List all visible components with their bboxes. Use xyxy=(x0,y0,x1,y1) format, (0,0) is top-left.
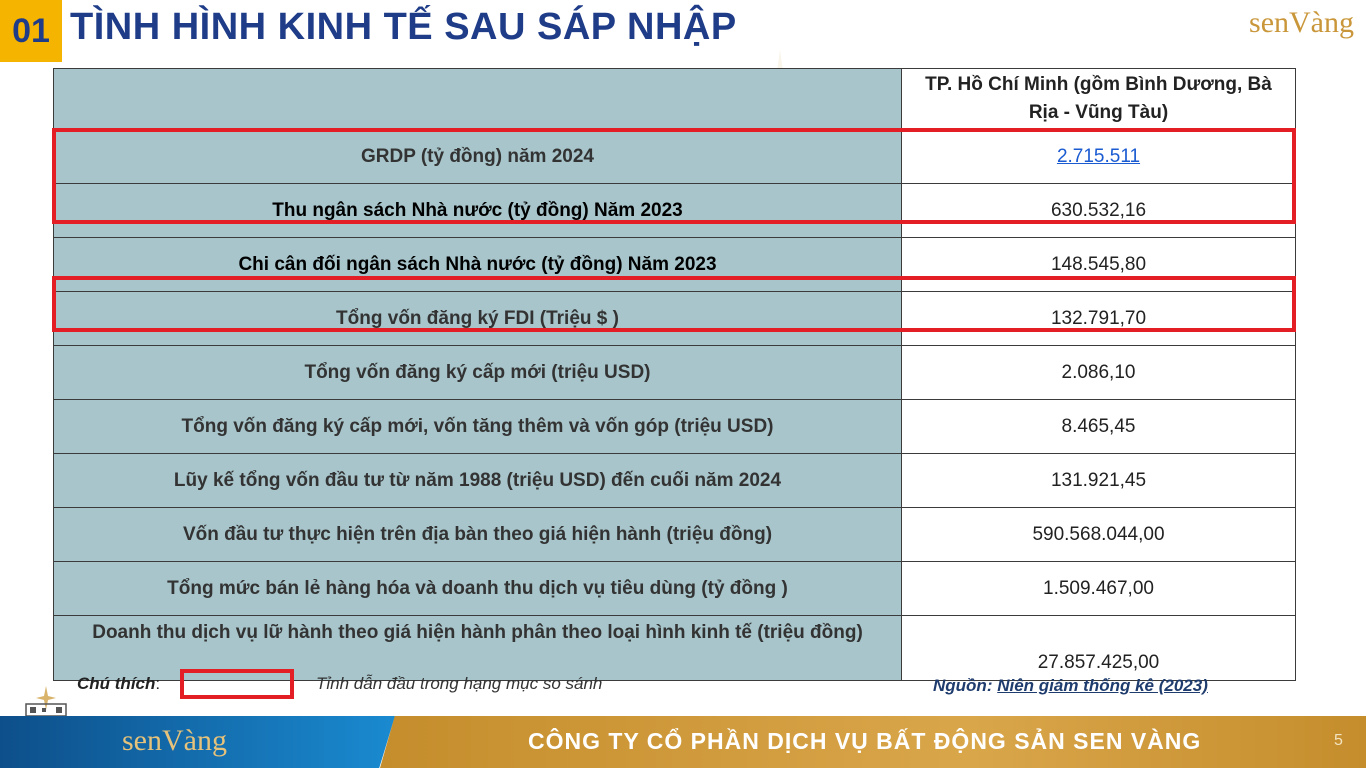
row-label: Tổng mức bán lẻ hàng hóa và doanh thu dị… xyxy=(53,561,902,616)
row-label: Lũy kế tổng vốn đầu tư từ năm 1988 (triệ… xyxy=(53,453,902,508)
page-number: 5 xyxy=(1334,732,1343,749)
table-row: Tổng mức bán lẻ hàng hóa và doanh thu dị… xyxy=(53,561,1296,616)
footer-bar: senVàng CÔNG TY CỔ PHẦN DỊCH VỤ BẤT ĐỘNG… xyxy=(0,716,1366,768)
qr-emblem-icon xyxy=(25,686,67,716)
source-prefix: Nguồn: xyxy=(933,676,993,695)
row-label: Tổng vốn đăng ký FDI (Triệu $ ) xyxy=(53,291,902,346)
company-name: CÔNG TY CỔ PHẦN DỊCH VỤ BẤT ĐỘNG SẢN SEN… xyxy=(528,728,1202,754)
footer-right-panel xyxy=(380,716,1366,768)
row-value: 590.568.044,00 xyxy=(901,507,1296,562)
table-row: Tổng vốn đăng ký FDI (Triệu $ ) 132.791,… xyxy=(53,291,1296,346)
table-row: Tổng vốn đăng ký cấp mới, vốn tăng thêm … xyxy=(53,399,1296,454)
table-header-row: TP. Hồ Chí Minh (gồm Bình Dương, Bà Rịa … xyxy=(53,68,1296,130)
table-row: Vốn đầu tư thực hiện trên địa bàn theo g… xyxy=(53,507,1296,562)
source-link[interactable]: Niên giám thống kê (2023) xyxy=(997,676,1208,695)
row-label: Chi cân đối ngân sách Nhà nước (tỷ đồng)… xyxy=(53,237,902,292)
grdp-value-link[interactable]: 2.715.511 xyxy=(1056,145,1141,167)
row-value: 8.465,45 xyxy=(901,399,1296,454)
row-value: 630.532,16 xyxy=(901,183,1296,238)
section-number-badge: 01 xyxy=(0,0,62,62)
footer-brand-logo: senVàng xyxy=(122,724,227,757)
row-value: 2.086,10 xyxy=(901,345,1296,400)
table-row: Chi cân đối ngân sách Nhà nước (tỷ đồng)… xyxy=(53,237,1296,292)
table-row: Thu ngân sách Nhà nước (tỷ đồng) Năm 202… xyxy=(53,183,1296,238)
legend-text: Tỉnh dẫn đầu trong hạng mục so sánh xyxy=(316,674,603,693)
table-row: Lũy kế tổng vốn đầu tư từ năm 1988 (triệ… xyxy=(53,453,1296,508)
economic-data-table: TP. Hồ Chí Minh (gồm Bình Dương, Bà Rịa … xyxy=(53,68,1296,681)
legend-label: Chú thích: xyxy=(77,674,161,693)
row-value: 131.921,45 xyxy=(901,453,1296,508)
row-value: 132.791,70 xyxy=(901,291,1296,346)
source-note: Nguồn: Niên giám thống kê (2023) xyxy=(933,676,1208,696)
table-row: GRDP (tỷ đồng) năm 2024 2.715.511 xyxy=(53,129,1296,184)
row-value: 27.857.425,00 xyxy=(901,615,1296,681)
row-label: Tổng vốn đăng ký cấp mới, vốn tăng thêm … xyxy=(53,399,902,454)
row-label: Vốn đầu tư thực hiện trên địa bàn theo g… xyxy=(53,507,902,562)
page-title: TÌNH HÌNH KINH TẾ SAU SÁP NHẬP xyxy=(70,6,737,48)
column-header: TP. Hồ Chí Minh (gồm Bình Dương, Bà Rịa … xyxy=(901,68,1296,130)
brand-logo: senVàng xyxy=(1249,6,1354,39)
row-value: 148.545,80 xyxy=(901,237,1296,292)
legend-highlight-swatch xyxy=(180,669,294,699)
footer-left-panel xyxy=(0,716,395,768)
row-label: GRDP (tỷ đồng) năm 2024 xyxy=(53,129,902,184)
row-label: Thu ngân sách Nhà nước (tỷ đồng) Năm 202… xyxy=(53,183,902,238)
row-value: 1.509.467,00 xyxy=(901,561,1296,616)
row-label: Tổng vốn đăng ký cấp mới (triệu USD) xyxy=(53,345,902,400)
table-row: Tổng vốn đăng ký cấp mới (triệu USD) 2.0… xyxy=(53,345,1296,400)
row-value: 2.715.511 xyxy=(901,129,1296,184)
header-label-cell xyxy=(53,68,902,130)
